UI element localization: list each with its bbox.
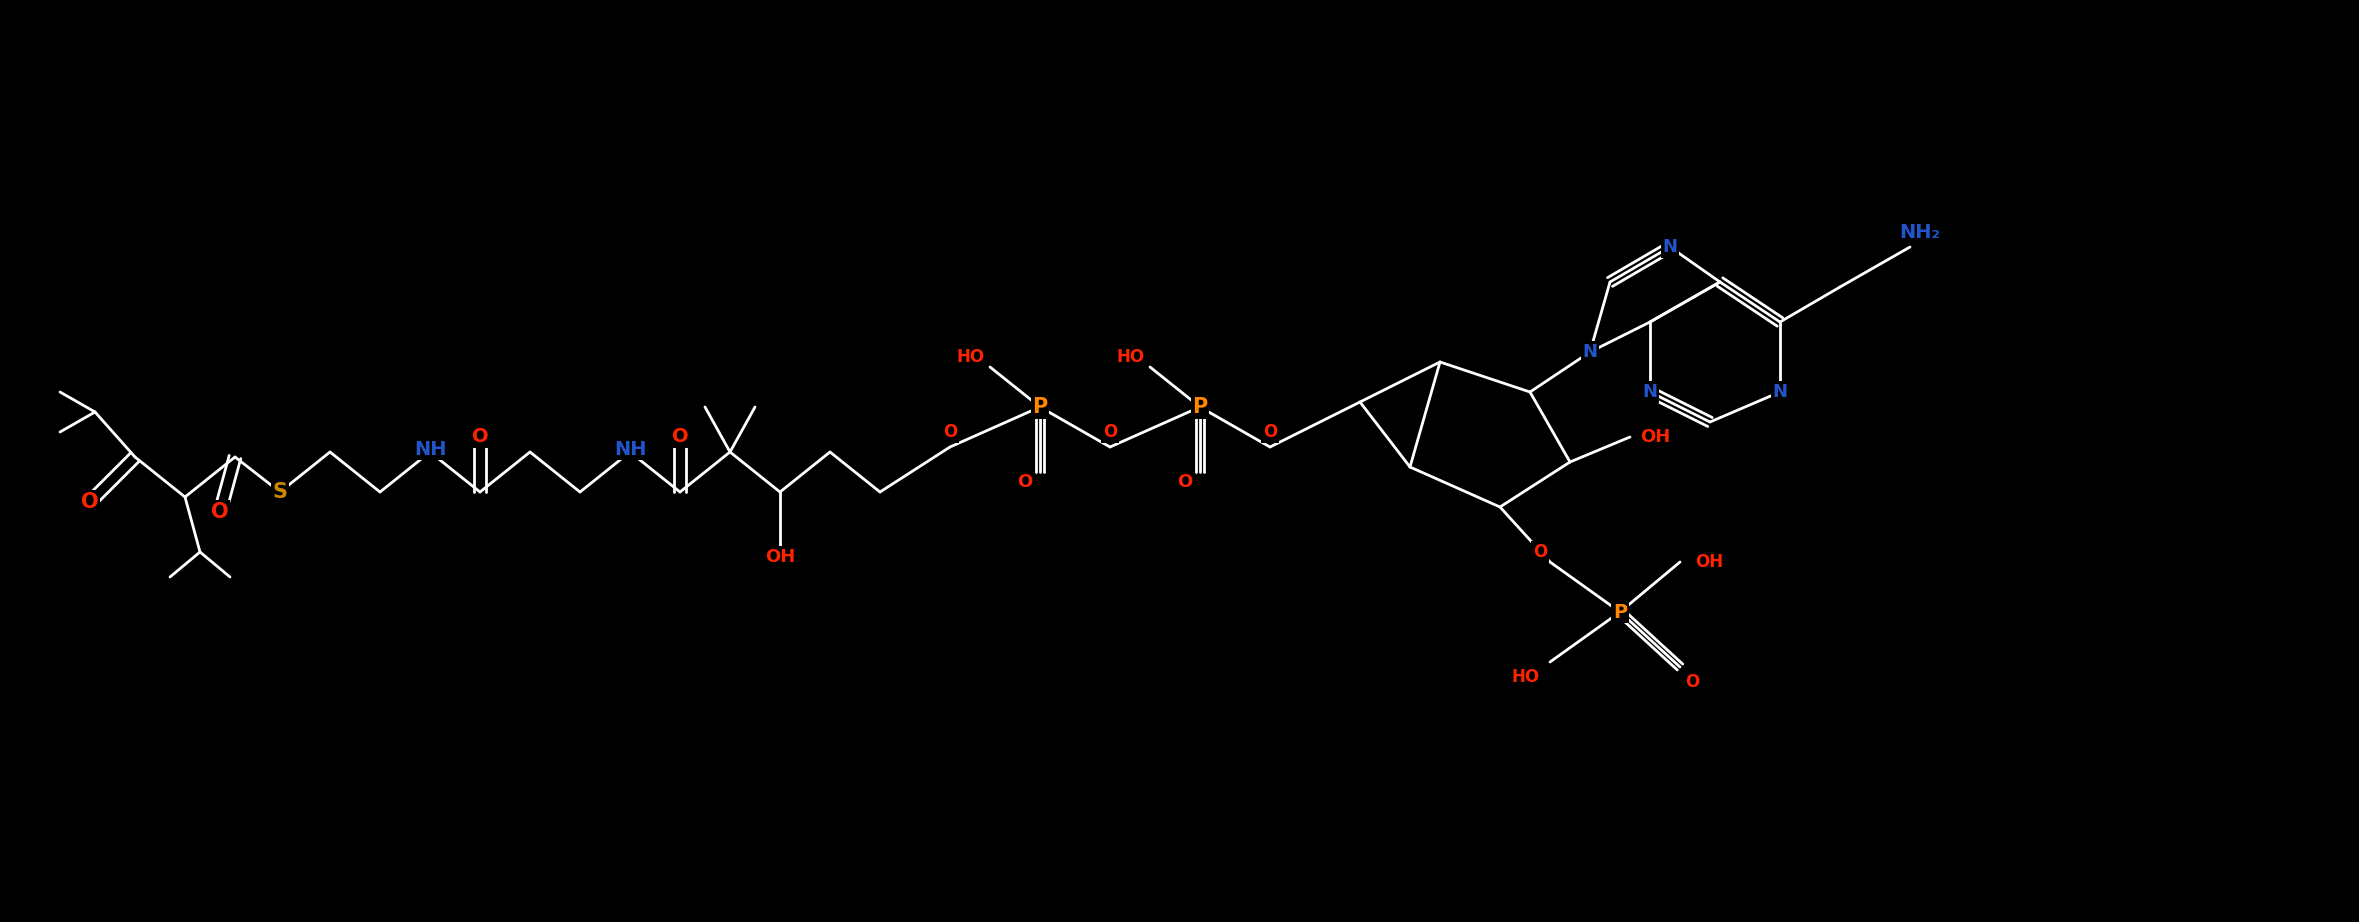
Text: N: N	[1583, 343, 1597, 361]
Text: O: O	[1262, 423, 1276, 441]
Text: O: O	[1017, 473, 1033, 491]
Text: HO: HO	[958, 348, 986, 366]
Text: P: P	[1191, 397, 1208, 417]
Text: O: O	[944, 423, 958, 441]
Text: P: P	[1033, 397, 1047, 417]
Text: NH: NH	[413, 440, 446, 458]
Text: O: O	[1104, 423, 1118, 441]
Text: O: O	[472, 428, 488, 446]
Text: O: O	[212, 502, 229, 522]
Text: O: O	[672, 428, 689, 446]
Text: O: O	[80, 492, 99, 512]
Text: N: N	[1663, 238, 1677, 256]
Text: O: O	[1177, 473, 1194, 491]
Text: NH₂: NH₂	[1899, 222, 1941, 242]
Text: O: O	[1533, 543, 1548, 561]
Text: HO: HO	[1512, 668, 1540, 686]
Text: OH: OH	[1640, 428, 1670, 446]
Text: OH: OH	[764, 548, 795, 566]
Text: HO: HO	[1116, 348, 1144, 366]
Text: N: N	[1772, 383, 1788, 401]
Text: N: N	[1642, 383, 1658, 401]
Text: S: S	[274, 482, 288, 502]
Text: NH: NH	[613, 440, 646, 458]
Text: OH: OH	[1696, 553, 1722, 571]
Text: O: O	[1684, 673, 1698, 691]
Text: P: P	[1614, 602, 1628, 621]
